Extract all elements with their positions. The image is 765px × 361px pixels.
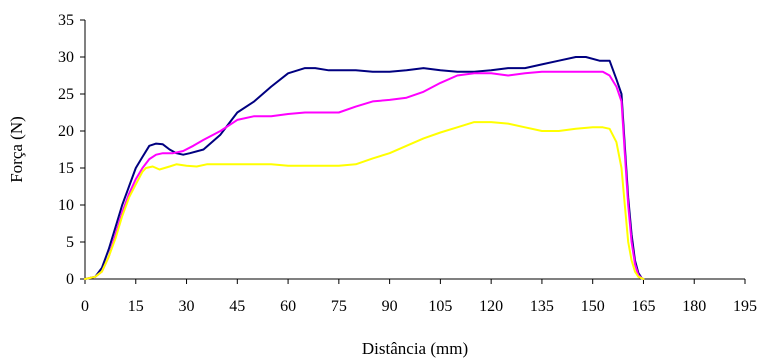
y-tick-label: 25 (58, 86, 74, 103)
x-tick-label: 150 (581, 298, 605, 315)
x-tick-label: 105 (428, 298, 452, 315)
x-axis-ticks: 0 15 30 45 60 75 90 105 120 135 150 165 180 195 (81, 279, 757, 315)
x-axis-title: Distância (mm) (362, 339, 468, 358)
axes (84, 20, 745, 280)
x-tick-label: 75 (331, 298, 347, 315)
y-tick-label: 35 (58, 12, 74, 29)
x-tick-label: 60 (280, 298, 296, 315)
y-axis-title: Força (N) (7, 116, 26, 183)
y-tick-label: 15 (58, 160, 74, 177)
x-tick-label: 45 (229, 298, 245, 315)
series-line-3 (84, 121, 645, 280)
y-tick-label: 0 (66, 271, 74, 288)
x-tick-label: 90 (382, 298, 398, 315)
y-tick-label: 20 (58, 123, 74, 140)
y-axis-ticks: 0 5 10 15 20 25 30 35 (58, 12, 85, 288)
x-tick-label: 120 (479, 298, 503, 315)
y-tick-label: 30 (58, 49, 74, 66)
x-tick-label: 195 (733, 298, 757, 315)
x-tick-label: 0 (81, 298, 89, 315)
series-line-2 (84, 70, 645, 280)
series-line-1 (84, 56, 645, 280)
x-tick-label: 180 (682, 298, 706, 315)
x-tick-label: 135 (530, 298, 554, 315)
x-tick-label: 30 (179, 298, 195, 315)
x-tick-label: 15 (128, 298, 144, 315)
y-tick-label: 10 (58, 197, 74, 214)
x-tick-label: 165 (631, 298, 655, 315)
series-layer (84, 56, 645, 280)
y-tick-label: 5 (66, 234, 74, 251)
